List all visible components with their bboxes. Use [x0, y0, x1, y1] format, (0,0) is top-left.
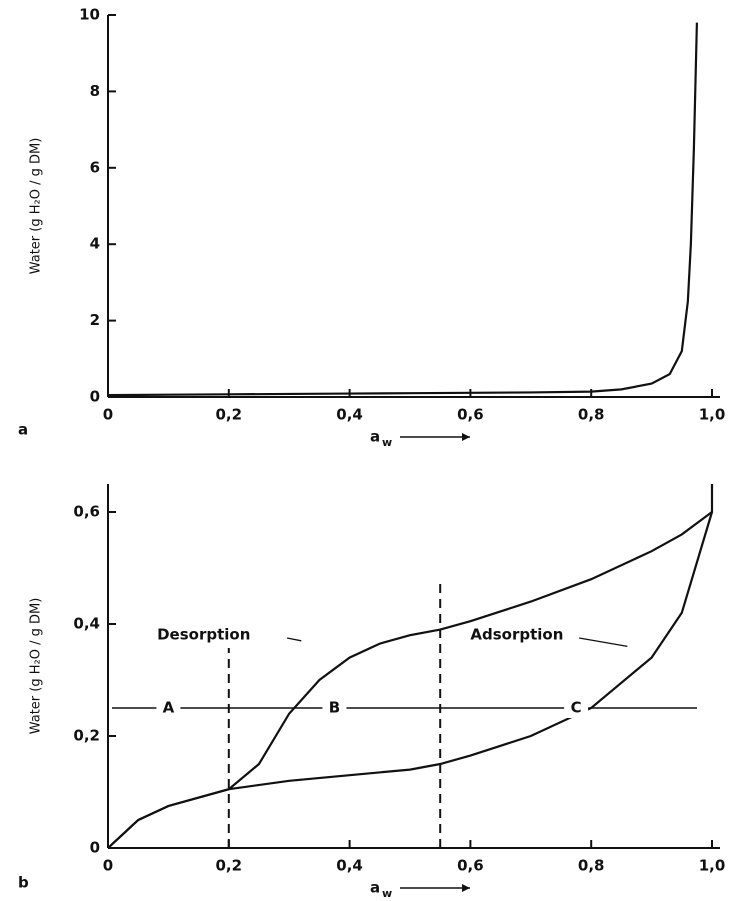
region-label-bg [322, 698, 347, 718]
y-tick-label: 0,2 [73, 727, 100, 745]
curve [107, 22, 698, 397]
x-axis-label: a [370, 879, 380, 897]
x-axis-label-sub: w [382, 436, 392, 449]
x-tick-label: 0,6 [457, 857, 484, 875]
x-tick-label: 0,2 [216, 857, 243, 875]
x-axis-label: a [370, 428, 380, 446]
series-leader [579, 637, 628, 648]
curve [107, 511, 714, 849]
region-label-bg [156, 698, 181, 718]
x-axis-arrowhead [462, 884, 470, 892]
region-label-bg [564, 698, 589, 718]
y-tick-label: 2 [90, 311, 100, 329]
curve [107, 484, 714, 849]
x-axis-label-sub: w [382, 887, 392, 900]
x-tick-label: 0,4 [336, 406, 363, 424]
region-label: B [329, 699, 340, 717]
series-label: Desorption [157, 626, 250, 644]
y-axis-label: Water (g H₂O / g DM) [29, 138, 44, 275]
x-tick-label: 0,8 [578, 857, 605, 875]
x-tick-label: 1,0 [699, 406, 726, 424]
panel-label: b [18, 874, 29, 892]
y-tick-label: 0 [90, 388, 100, 406]
y-axis-label: Water (g H₂O / g DM) [29, 598, 44, 735]
y-tick-label: 8 [90, 82, 100, 100]
y-tick-label: 10 [79, 6, 100, 24]
x-tick-label: 0,6 [457, 406, 484, 424]
region-label: A [163, 699, 175, 717]
y-tick-label: 4 [90, 235, 100, 253]
series-label: Adsorption [470, 626, 563, 644]
y-tick-label: 6 [90, 158, 100, 176]
x-tick-label: 0,8 [578, 406, 605, 424]
panel-label: a [18, 421, 28, 439]
x-tick-label: 1,0 [699, 857, 726, 875]
region-label: C [571, 699, 582, 717]
y-tick-label: 0,4 [73, 615, 100, 633]
y-tick-label: 0,6 [73, 503, 100, 521]
series-leader [286, 637, 302, 642]
x-axis-arrowhead [462, 433, 470, 441]
x-tick-label: 0 [103, 857, 113, 875]
x-tick-label: 0,4 [336, 857, 363, 875]
y-tick-label: 0 [90, 839, 100, 857]
x-tick-label: 0 [103, 406, 113, 424]
x-tick-label: 0,2 [216, 406, 243, 424]
